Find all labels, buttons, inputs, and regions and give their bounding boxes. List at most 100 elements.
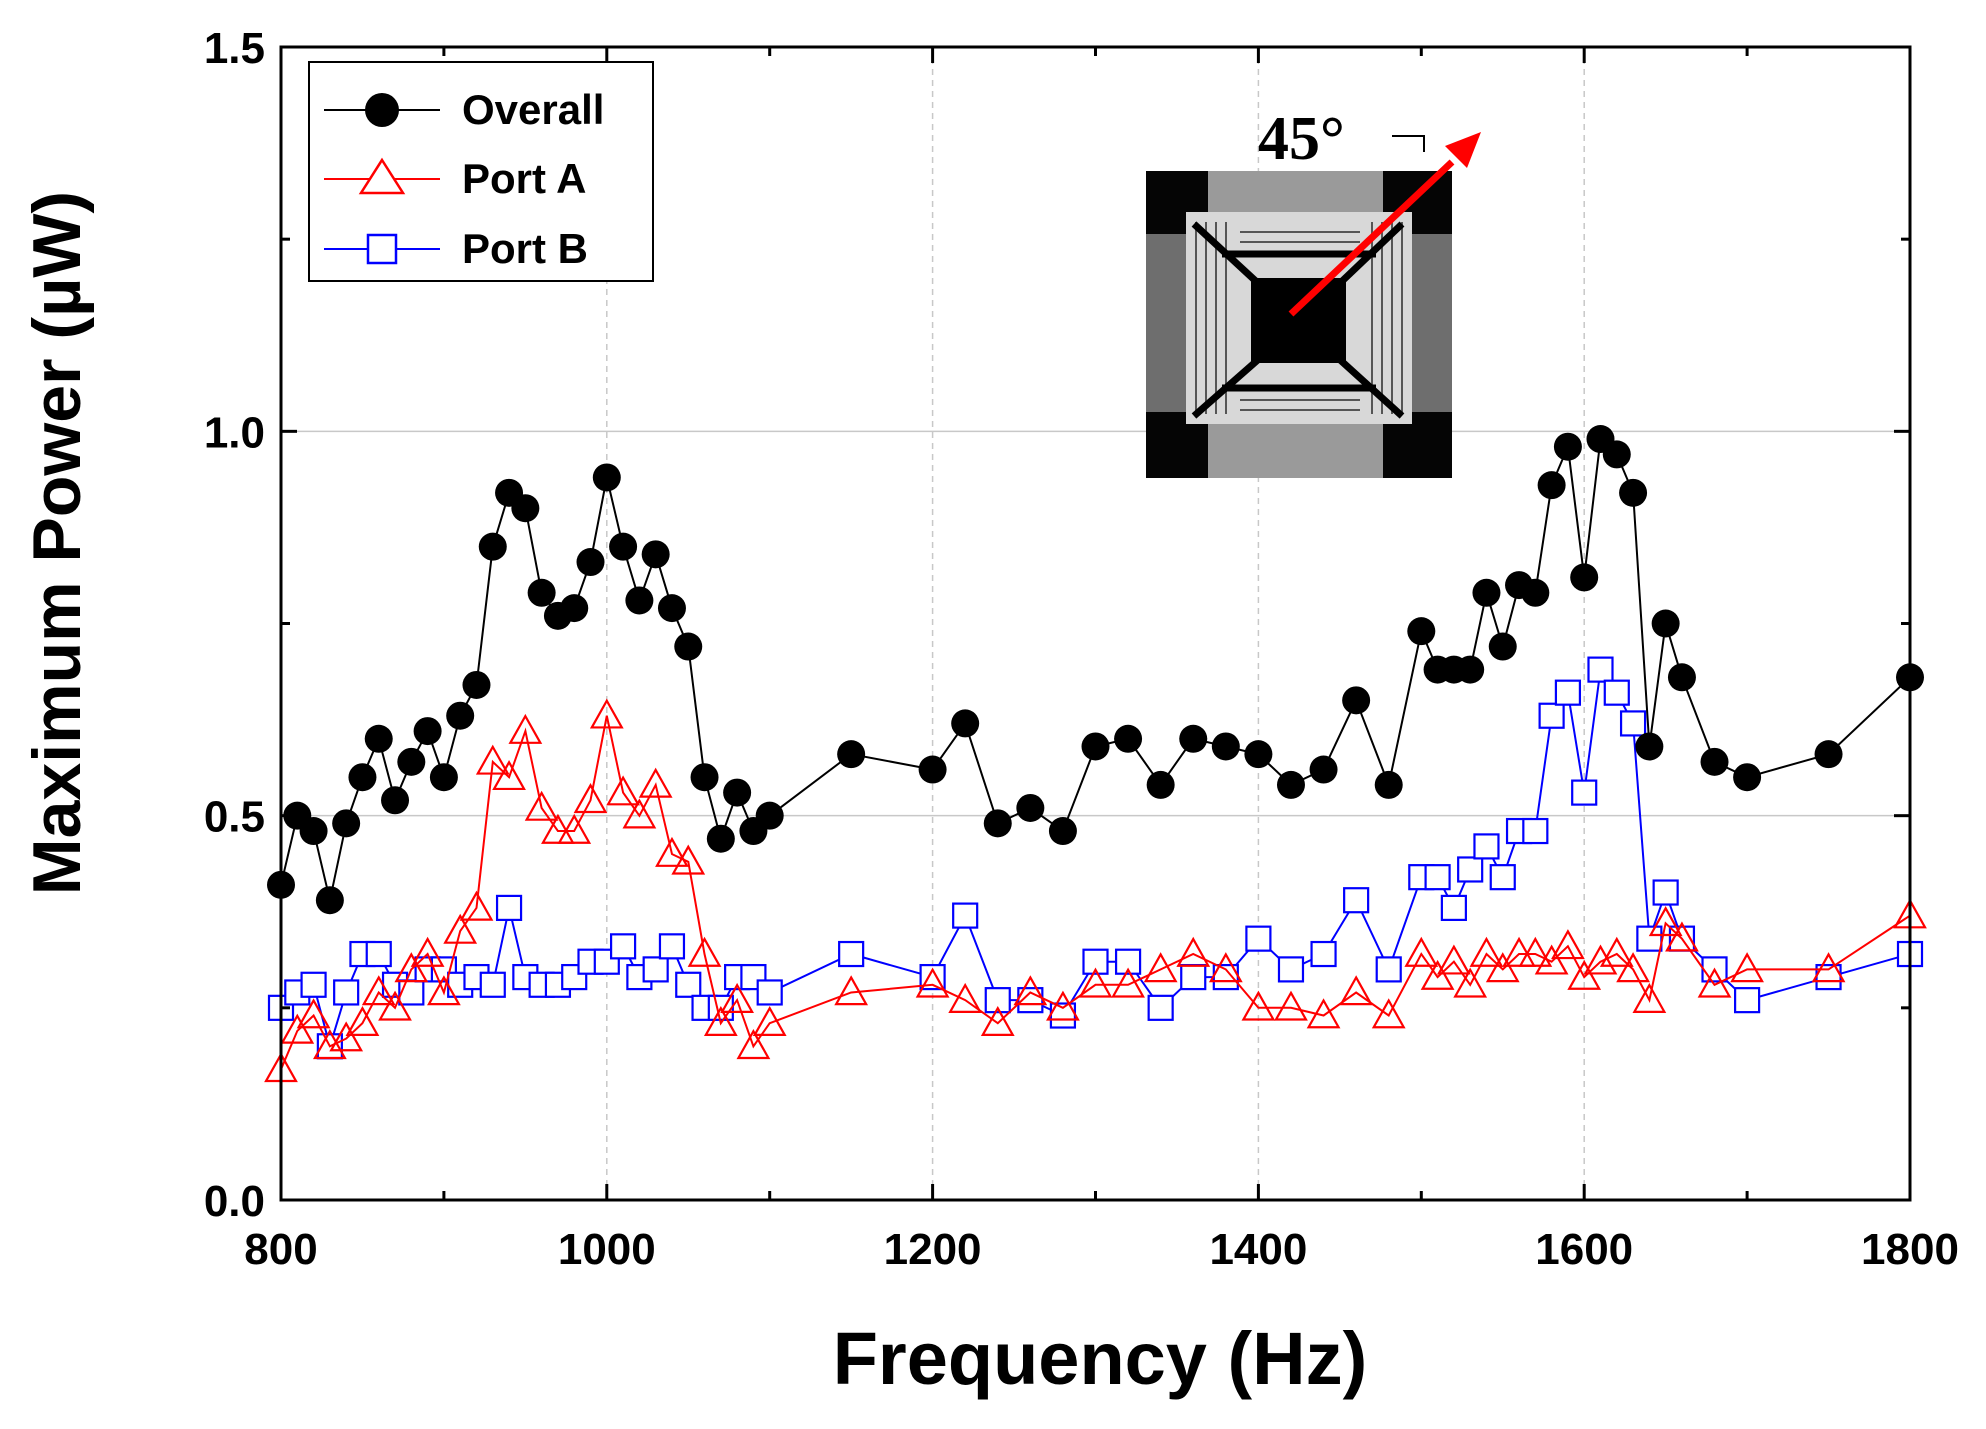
data-point-overall bbox=[1619, 478, 1648, 507]
data-point-overall bbox=[1651, 609, 1680, 638]
data-point-port-b bbox=[756, 979, 783, 1006]
data-point-port-b bbox=[1571, 779, 1598, 806]
data-point-overall bbox=[723, 778, 752, 807]
data-point-overall bbox=[592, 463, 621, 492]
legend-label-port-b: Port B bbox=[462, 225, 588, 272]
data-point-port-a bbox=[459, 890, 494, 921]
data-point-port-a bbox=[703, 1005, 738, 1037]
data-point-port-a bbox=[312, 1029, 347, 1060]
data-point-port-a bbox=[1811, 952, 1846, 983]
data-point-port-a bbox=[361, 975, 396, 1006]
data-point-port-a bbox=[1730, 952, 1764, 983]
data-point-port-a bbox=[557, 813, 592, 844]
data-point-overall bbox=[1814, 740, 1843, 769]
data-point-port-a bbox=[1437, 944, 1471, 975]
data-point-port-b bbox=[1343, 887, 1370, 914]
legend-marker-port-a bbox=[358, 157, 406, 195]
data-point-overall bbox=[1081, 732, 1110, 761]
inset-device-image: 45° bbox=[1146, 105, 1481, 478]
data-point-port-a bbox=[834, 975, 869, 1006]
inset-proof-mass bbox=[1251, 278, 1346, 363]
data-point-port-a bbox=[345, 1005, 380, 1037]
axis-ticks: 800 1000 1200 1400 1600 1800 0.0 0.5 1.0 1.5 bbox=[204, 24, 1959, 1274]
data-point-overall bbox=[348, 763, 377, 792]
data-point-overall bbox=[1309, 755, 1338, 784]
data-point-port-b bbox=[1375, 956, 1402, 983]
data-point-port-a bbox=[915, 967, 950, 998]
data-point-overall bbox=[641, 540, 670, 569]
data-point-overall bbox=[511, 494, 540, 523]
data-point-port-a bbox=[1208, 952, 1243, 983]
data-point-overall bbox=[1342, 686, 1371, 715]
data-point-port-a bbox=[1143, 952, 1178, 983]
inset-angle-marker bbox=[1392, 135, 1425, 152]
data-point-port-a bbox=[1469, 936, 1504, 967]
y-tick-label: 0.0 bbox=[204, 1177, 265, 1226]
data-point-overall bbox=[983, 809, 1012, 838]
data-point-port-a bbox=[980, 1005, 1015, 1037]
series-overall bbox=[267, 425, 1924, 915]
data-point-port-a bbox=[1518, 936, 1553, 967]
data-point-port-b bbox=[952, 902, 979, 929]
series-layer bbox=[264, 425, 1927, 1083]
inset-arrow-head bbox=[1445, 132, 1481, 168]
data-point-port-a bbox=[622, 798, 657, 829]
data-point-port-a bbox=[752, 1005, 787, 1037]
data-point-port-b bbox=[1733, 987, 1761, 1014]
data-point-port-a bbox=[1078, 967, 1113, 998]
data-point-port-a bbox=[720, 982, 754, 1013]
data-point-port-a bbox=[655, 836, 689, 867]
data-point-overall bbox=[462, 670, 491, 699]
data-point-port-a bbox=[1241, 990, 1276, 1021]
data-point-port-a bbox=[1567, 959, 1602, 990]
data-point-port-a bbox=[736, 1029, 771, 1060]
data-point-port-a bbox=[1632, 982, 1667, 1013]
data-point-port-a bbox=[378, 990, 412, 1021]
data-point-overall bbox=[397, 747, 426, 776]
data-point-overall bbox=[1521, 578, 1550, 607]
data-point-port-b bbox=[300, 971, 327, 998]
legend-label-overall: Overall bbox=[462, 86, 604, 133]
data-point-port-b bbox=[642, 956, 669, 983]
data-point-port-a bbox=[475, 744, 510, 775]
data-point-overall bbox=[560, 594, 589, 623]
data-point-overall bbox=[1016, 793, 1045, 822]
data-point-overall bbox=[674, 632, 703, 661]
data-point-port-a bbox=[1534, 944, 1569, 975]
data-point-port-a bbox=[671, 844, 706, 875]
data-point-port-a bbox=[541, 813, 575, 844]
y-tick-label: 1.5 bbox=[204, 24, 265, 73]
data-point-port-a bbox=[1502, 936, 1536, 967]
data-point-port-a bbox=[1583, 944, 1618, 975]
data-point-port-b bbox=[1652, 879, 1679, 906]
data-point-port-a bbox=[1404, 936, 1439, 967]
data-point-overall bbox=[706, 824, 735, 853]
data-point-overall bbox=[1146, 770, 1175, 799]
legend-item-overall: Overall bbox=[324, 86, 604, 133]
legend-box bbox=[308, 61, 654, 282]
x-tick-label: 1000 bbox=[558, 1225, 656, 1274]
data-point-overall bbox=[1276, 770, 1305, 799]
series-port-a bbox=[264, 698, 1927, 1083]
data-point-overall bbox=[381, 786, 410, 815]
data-point-port-b bbox=[479, 971, 506, 998]
data-point-port-b bbox=[675, 971, 702, 998]
data-point-overall bbox=[299, 817, 328, 846]
y-axis-title: Maximum Power (µW) bbox=[19, 191, 95, 895]
data-point-port-b bbox=[1277, 956, 1305, 983]
legend-marker-port-b bbox=[366, 233, 398, 265]
x-tick-label: 1800 bbox=[1861, 1225, 1959, 1274]
legend-label-port-a: Port A bbox=[462, 155, 586, 202]
data-point-port-b bbox=[1180, 963, 1207, 991]
y-tick-label: 0.5 bbox=[204, 793, 265, 842]
data-point-overall bbox=[1374, 770, 1403, 799]
data-point-port-a bbox=[410, 936, 445, 967]
data-point-port-b bbox=[609, 933, 637, 960]
data-point-port-a bbox=[573, 783, 608, 814]
data-point-port-b bbox=[1636, 925, 1663, 952]
data-point-port-a bbox=[948, 982, 983, 1013]
data-point-port-a bbox=[589, 698, 624, 729]
data-point-port-b bbox=[365, 940, 392, 968]
